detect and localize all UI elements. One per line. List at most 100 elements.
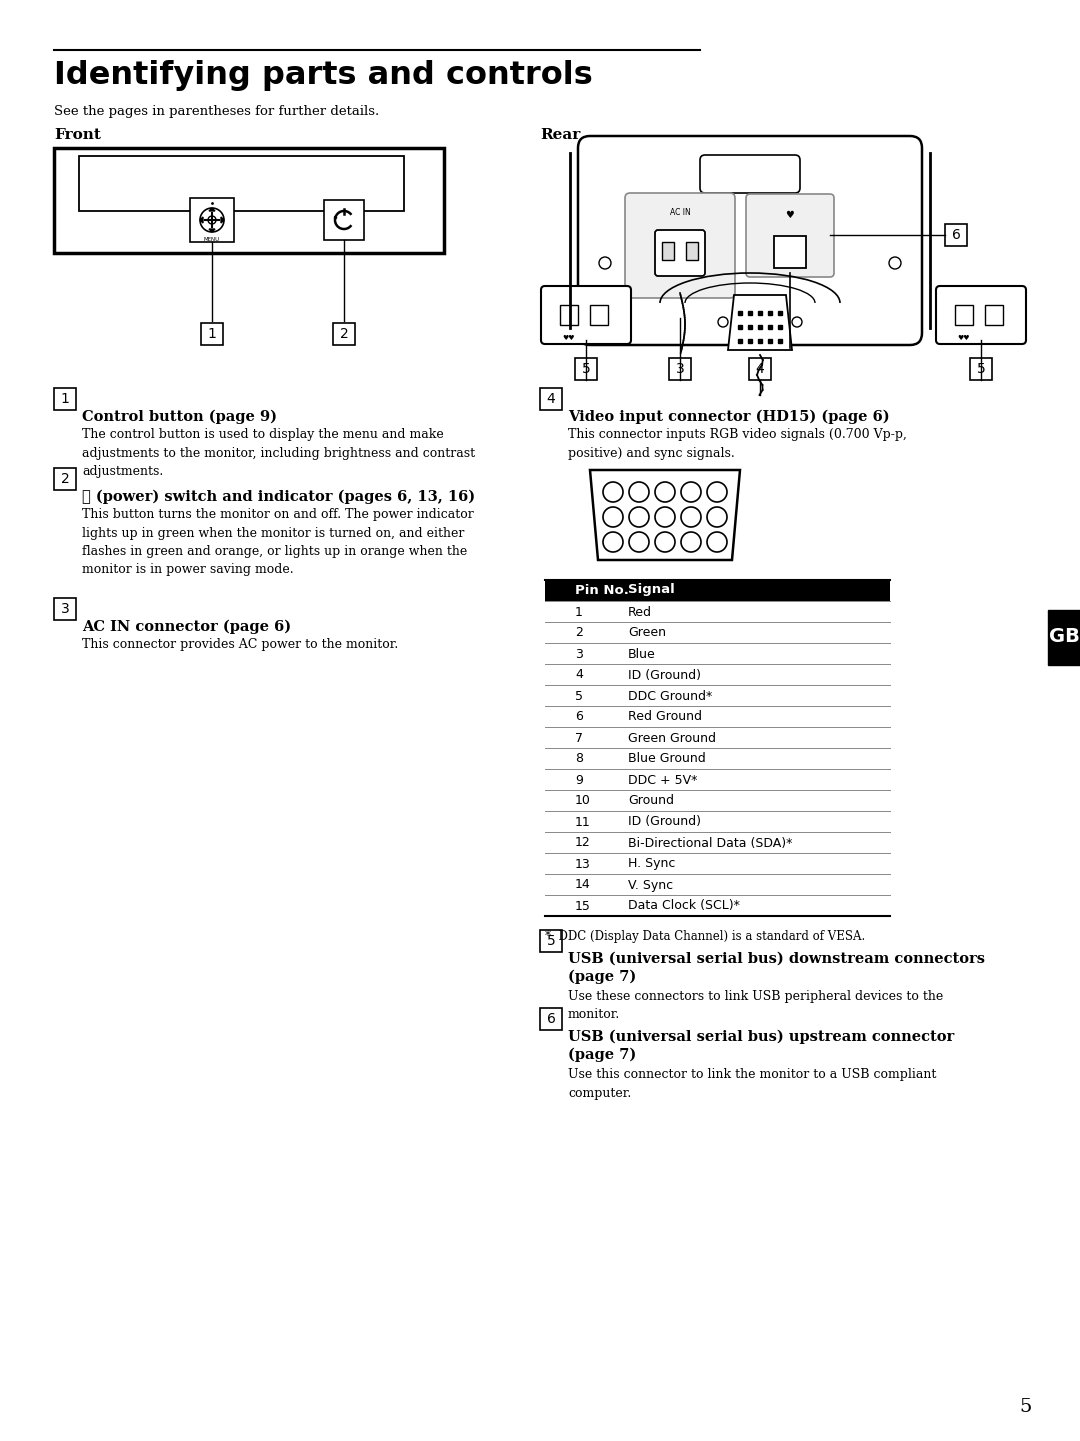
Text: 15: 15: [575, 899, 591, 912]
Bar: [590, 305, 608, 326]
Text: 10: 10: [575, 794, 591, 807]
Text: 12: 12: [632, 537, 646, 548]
Bar: [970, 357, 993, 380]
Circle shape: [654, 507, 675, 527]
Circle shape: [889, 256, 901, 269]
Bar: [201, 323, 222, 344]
Bar: [54, 388, 76, 411]
Bar: [945, 223, 967, 246]
Bar: [1048, 610, 1080, 664]
Polygon shape: [200, 218, 203, 223]
Circle shape: [200, 208, 224, 232]
Text: Red: Red: [627, 605, 652, 618]
Bar: [54, 148, 444, 254]
Text: See the pages in parentheses for further details.: See the pages in parentheses for further…: [54, 105, 379, 118]
Text: USB (universal serial bus) downstream connectors
(page 7): USB (universal serial bus) downstream co…: [568, 953, 985, 984]
Text: 3: 3: [676, 362, 685, 376]
FancyBboxPatch shape: [936, 285, 1026, 344]
Text: 6: 6: [575, 710, 583, 723]
Text: Identifying parts and controls: Identifying parts and controls: [54, 61, 593, 91]
Bar: [750, 357, 771, 380]
Polygon shape: [590, 470, 740, 561]
Text: 5: 5: [582, 362, 591, 376]
Text: 3: 3: [662, 487, 669, 497]
Bar: [540, 1009, 562, 1030]
Bar: [324, 200, 364, 241]
Bar: [540, 388, 562, 411]
Text: 10: 10: [711, 512, 724, 522]
Text: 5: 5: [976, 362, 985, 376]
Bar: [669, 357, 691, 380]
Text: V. Sync: V. Sync: [627, 879, 673, 892]
Text: 6: 6: [546, 1012, 555, 1026]
Text: AC IN: AC IN: [670, 208, 690, 218]
Bar: [774, 236, 806, 268]
Text: Control button (page 9): Control button (page 9): [82, 411, 276, 425]
Text: Blue Ground: Blue Ground: [627, 752, 705, 765]
Text: 1: 1: [575, 605, 583, 618]
Text: 1: 1: [60, 392, 69, 406]
Polygon shape: [210, 208, 215, 210]
Text: ID (Ground): ID (Ground): [627, 816, 701, 829]
Text: 6: 6: [609, 512, 617, 522]
Text: Front: Front: [54, 128, 100, 143]
Bar: [955, 305, 973, 326]
Text: 13: 13: [575, 857, 591, 870]
Bar: [686, 242, 698, 259]
Circle shape: [599, 256, 611, 269]
FancyBboxPatch shape: [746, 195, 834, 277]
Polygon shape: [728, 295, 792, 350]
Text: 1: 1: [207, 327, 216, 342]
Text: ♥: ♥: [785, 210, 795, 220]
Text: Signal: Signal: [627, 584, 675, 597]
Circle shape: [718, 317, 728, 327]
Text: This button turns the monitor on and off. The power indicator
lights up in green: This button turns the monitor on and off…: [82, 509, 474, 576]
Text: Pin No.: Pin No.: [575, 584, 629, 597]
Bar: [540, 929, 562, 953]
Text: 8: 8: [662, 512, 669, 522]
Circle shape: [654, 481, 675, 501]
Text: Green Ground: Green Ground: [627, 732, 716, 745]
Circle shape: [707, 481, 727, 501]
Text: This connector provides AC power to the monitor.: This connector provides AC power to the …: [82, 638, 399, 651]
Text: Use this connector to link the monitor to a USB compliant
computer.: Use this connector to link the monitor t…: [568, 1068, 936, 1099]
Text: Data Clock (SCL)*: Data Clock (SCL)*: [627, 899, 740, 912]
Text: 8: 8: [575, 752, 583, 765]
Bar: [54, 598, 76, 620]
Text: 7: 7: [636, 512, 643, 522]
Text: Video input connector (HD15) (page 6): Video input connector (HD15) (page 6): [568, 411, 890, 425]
Circle shape: [629, 481, 649, 501]
FancyBboxPatch shape: [578, 135, 922, 344]
Bar: [79, 156, 404, 210]
Text: 6: 6: [951, 228, 960, 242]
Polygon shape: [221, 218, 224, 223]
FancyBboxPatch shape: [541, 285, 631, 344]
Text: 11: 11: [575, 816, 591, 829]
Bar: [662, 242, 674, 259]
Text: Ground: Ground: [627, 794, 674, 807]
Text: 9: 9: [688, 512, 694, 522]
Text: 14: 14: [575, 879, 591, 892]
Text: 12: 12: [575, 836, 591, 850]
Bar: [545, 579, 890, 601]
Text: 5: 5: [546, 934, 555, 948]
Circle shape: [707, 507, 727, 527]
Text: ♥♥: ♥♥: [563, 334, 576, 342]
Text: 2: 2: [60, 473, 69, 486]
Text: 2: 2: [636, 487, 643, 497]
Text: 2: 2: [339, 327, 349, 342]
FancyBboxPatch shape: [654, 231, 705, 277]
Text: DDC Ground*: DDC Ground*: [627, 689, 712, 703]
Bar: [190, 197, 234, 242]
Text: 9: 9: [575, 774, 583, 787]
Text: 7: 7: [575, 732, 583, 745]
Text: ⏻ (power) switch and indicator (pages 6, 13, 16): ⏻ (power) switch and indicator (pages 6,…: [82, 490, 475, 504]
Text: 3: 3: [60, 602, 69, 615]
Text: ♥♥: ♥♥: [958, 334, 970, 342]
Text: Use these connectors to link USB peripheral devices to the
monitor.: Use these connectors to link USB periphe…: [568, 990, 943, 1022]
Text: 13: 13: [658, 537, 672, 548]
Text: DDC + 5V*: DDC + 5V*: [627, 774, 698, 787]
Bar: [985, 305, 1003, 326]
Text: AC IN connector (page 6): AC IN connector (page 6): [82, 620, 292, 634]
FancyBboxPatch shape: [625, 193, 735, 298]
